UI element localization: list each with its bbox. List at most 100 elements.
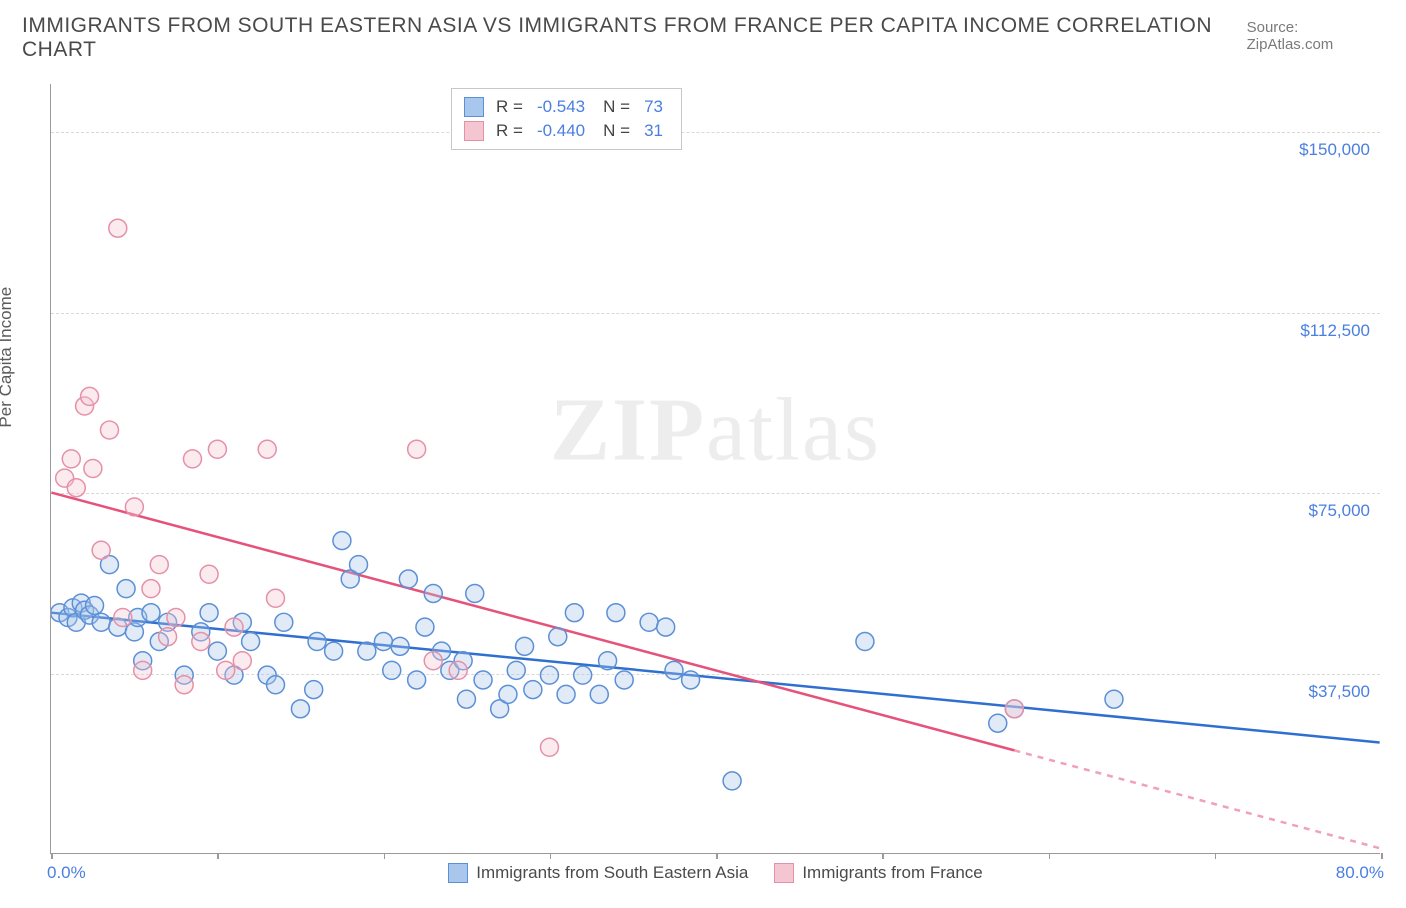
data-point [408,671,426,689]
data-point [723,772,741,790]
data-point [217,661,235,679]
data-point [208,440,226,458]
x-tick-mark [716,853,718,859]
x-tick-mark [1381,853,1383,859]
data-point [524,681,542,699]
x-tick-mark [550,853,552,859]
data-point [416,618,434,636]
data-point [424,584,442,602]
x-tick-mark [1049,853,1051,859]
x-min-label: 0.0% [47,863,86,883]
data-point [474,671,492,689]
correlation-legend: R = -0.543 N = 73 R = -0.440 N = 31 [451,88,682,150]
data-point [466,584,484,602]
data-point [989,714,1007,732]
x-tick-mark [384,853,386,859]
data-point [856,633,874,651]
data-point [267,589,285,607]
x-tick-mark [217,853,219,859]
data-point [67,479,85,497]
data-point [308,633,326,651]
data-point [391,637,409,655]
data-point [117,580,135,598]
regression-line [51,493,1014,751]
data-point [682,671,700,689]
data-point [84,460,102,478]
data-point [350,556,368,574]
data-point [383,661,401,679]
data-point [114,609,132,627]
data-point [507,661,525,679]
x-tick-mark [51,853,53,859]
data-point [640,613,658,631]
data-point [81,387,99,405]
data-point [457,690,475,708]
data-point [358,642,376,660]
data-point [615,671,633,689]
legend-item-sea: Immigrants from South Eastern Asia [448,863,748,883]
data-point [291,700,309,718]
swatch-france [464,121,484,141]
data-point [665,661,683,679]
swatch-sea [464,97,484,117]
data-point [408,440,426,458]
data-point [333,532,351,550]
data-point [184,450,202,468]
scatter-svg-layer [51,84,1380,853]
data-point [242,633,260,651]
data-point [574,666,592,684]
data-point [225,618,243,636]
data-point [86,596,104,614]
data-point [1105,690,1123,708]
data-point [1005,700,1023,718]
data-point [200,604,218,622]
data-point [200,565,218,583]
legend-row-sea: R = -0.543 N = 73 [464,95,669,119]
data-point [175,676,193,694]
plot-area: ZIPatlas R = -0.543 N = 73 R = -0.440 N … [50,84,1380,854]
data-point [557,685,575,703]
data-point [607,604,625,622]
data-point [540,666,558,684]
data-point [134,661,152,679]
data-point [399,570,417,588]
data-point [305,681,323,699]
data-point [233,652,251,670]
data-point [125,498,143,516]
data-point [167,609,185,627]
y-axis-label: Per Capita Income [0,287,16,428]
chart-title: IMMIGRANTS FROM SOUTH EASTERN ASIA VS IM… [22,14,1247,62]
legend-item-france: Immigrants from France [774,863,982,883]
legend-row-france: R = -0.440 N = 31 [464,119,669,143]
regression-line-dashed [1014,750,1379,848]
data-point [424,652,442,670]
data-point [540,738,558,756]
data-point [599,652,617,670]
data-point [549,628,567,646]
data-point [142,604,160,622]
data-point [275,613,293,631]
x-tick-mark [1215,853,1217,859]
data-point [516,637,534,655]
data-point [258,440,276,458]
data-point [208,642,226,660]
data-point [325,642,343,660]
data-point [62,450,80,468]
data-point [267,676,285,694]
data-point [499,685,517,703]
data-point [374,633,392,651]
data-point [100,421,118,439]
x-max-label: 80.0% [1336,863,1384,883]
data-point [92,613,110,631]
data-point [92,541,110,559]
data-point [150,556,168,574]
data-point [142,580,160,598]
data-point [657,618,675,636]
data-point [449,661,467,679]
data-point [590,685,608,703]
swatch-sea-icon [448,863,468,883]
x-tick-mark [882,853,884,859]
data-point [192,633,210,651]
swatch-france-icon [774,863,794,883]
data-point [109,219,127,237]
